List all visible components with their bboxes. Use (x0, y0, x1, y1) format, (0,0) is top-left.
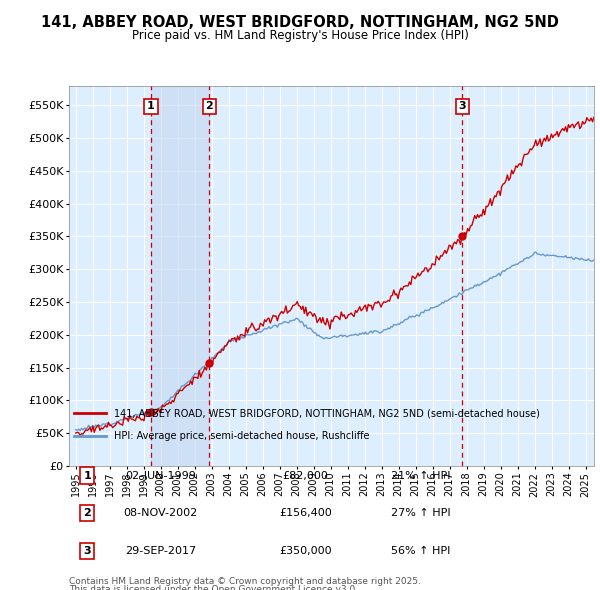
Text: 141, ABBEY ROAD, WEST BRIDGFORD, NOTTINGHAM, NG2 5ND: 141, ABBEY ROAD, WEST BRIDGFORD, NOTTING… (41, 15, 559, 30)
Text: Price paid vs. HM Land Registry's House Price Index (HPI): Price paid vs. HM Land Registry's House … (131, 30, 469, 42)
Text: £350,000: £350,000 (279, 546, 332, 556)
Text: 21% ↑ HPI: 21% ↑ HPI (391, 471, 451, 480)
Text: 3: 3 (458, 101, 466, 112)
Text: 141, ABBEY ROAD, WEST BRIDGFORD, NOTTINGHAM, NG2 5ND (semi-detached house): 141, ABBEY ROAD, WEST BRIDGFORD, NOTTING… (113, 408, 539, 418)
Text: 3: 3 (83, 546, 91, 556)
Text: 1: 1 (83, 471, 91, 480)
Text: 2: 2 (205, 101, 213, 112)
Text: 27% ↑ HPI: 27% ↑ HPI (391, 509, 451, 518)
Text: Contains HM Land Registry data © Crown copyright and database right 2025.: Contains HM Land Registry data © Crown c… (69, 577, 421, 586)
Text: 56% ↑ HPI: 56% ↑ HPI (391, 546, 451, 556)
Text: 2: 2 (83, 509, 91, 518)
Bar (151, 86, 209, 466)
Text: 08-NOV-2002: 08-NOV-2002 (124, 509, 198, 518)
Text: £82,000: £82,000 (283, 471, 328, 480)
Text: £156,400: £156,400 (279, 509, 332, 518)
Text: 1: 1 (147, 101, 155, 112)
Text: This data is licensed under the Open Government Licence v3.0.: This data is licensed under the Open Gov… (69, 585, 358, 590)
Text: 02-JUN-1999: 02-JUN-1999 (125, 471, 196, 480)
Text: HPI: Average price, semi-detached house, Rushcliffe: HPI: Average price, semi-detached house,… (113, 431, 369, 441)
Text: 29-SEP-2017: 29-SEP-2017 (125, 546, 196, 556)
